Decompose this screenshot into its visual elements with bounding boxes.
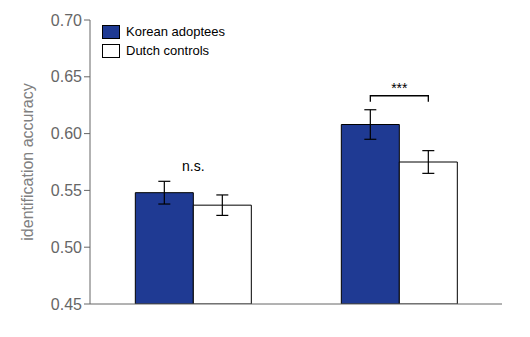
svg-text:0.55: 0.55	[51, 182, 82, 199]
svg-text:n.s.: n.s.	[182, 158, 205, 174]
html-text:Dutch controls: Dutch controls	[126, 43, 210, 58]
svg-text:0.70: 0.70	[51, 12, 82, 29]
svg-text:0.60: 0.60	[51, 125, 82, 142]
svg-text:***: ***	[391, 80, 408, 96]
svg-text:0.65: 0.65	[51, 68, 82, 85]
svg-text:0.45: 0.45	[51, 296, 82, 313]
svg-text:0.50: 0.50	[51, 239, 82, 256]
svg-text:identification accuracy: identification accuracy	[19, 83, 36, 240]
html-text:Korean adoptees: Korean adoptees	[126, 24, 225, 39]
